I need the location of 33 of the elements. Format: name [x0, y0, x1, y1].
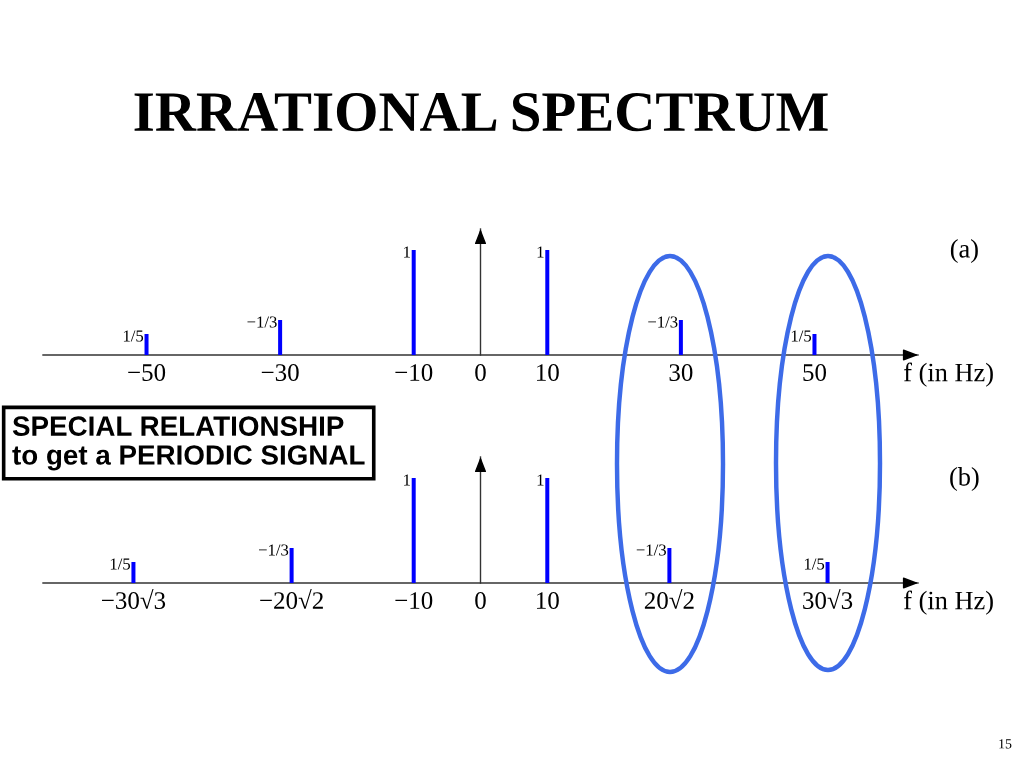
x-tick-label: 0	[475, 364, 486, 381]
x-tick-label: −50	[128, 364, 166, 381]
data-label: 1/5	[123, 330, 144, 342]
x-tick-label: 30	[669, 364, 693, 381]
x-tick-label: 30√3	[803, 588, 853, 609]
text: (b)	[950, 467, 979, 492]
data-label: 1/5	[804, 558, 825, 570]
x-axis-title: f (in Hz)	[904, 590, 993, 615]
x-tick-label: 10	[536, 364, 559, 381]
x-tick-label: −10	[395, 364, 433, 381]
data-label: 1	[537, 474, 544, 486]
chart-title: IRRATIONAL SPECTRUM	[134, 92, 828, 132]
x-tick-label: 20√2	[644, 588, 694, 609]
x-tick-label: −30	[261, 364, 299, 381]
annotation: −1/3	[648, 316, 678, 328]
text: 15	[999, 739, 1012, 749]
annotation: −1/3	[636, 544, 666, 556]
annotation: −1/3	[258, 544, 289, 556]
data-label: 1/5	[791, 330, 812, 342]
x-axis-title: f (in Hz)	[904, 362, 993, 387]
x-tick-label: −30√3	[102, 588, 166, 609]
data-label: 1	[404, 474, 410, 486]
x-tick-label: 50	[803, 364, 827, 381]
data-label: 1	[537, 246, 544, 258]
data-label: 1	[404, 246, 410, 258]
text: (a)	[950, 239, 978, 264]
annotation: −1/3	[247, 316, 277, 328]
x-tick-label: 0	[475, 592, 486, 609]
data-label: 1/5	[110, 558, 131, 570]
x-tick-label: −20√2	[260, 588, 323, 609]
x-tick-label: −10	[395, 592, 433, 609]
x-tick-label: 10	[536, 592, 559, 609]
text: SPECIAL RELATIONSHIP to get a PERIODIC SIGNAL	[12, 416, 365, 471]
